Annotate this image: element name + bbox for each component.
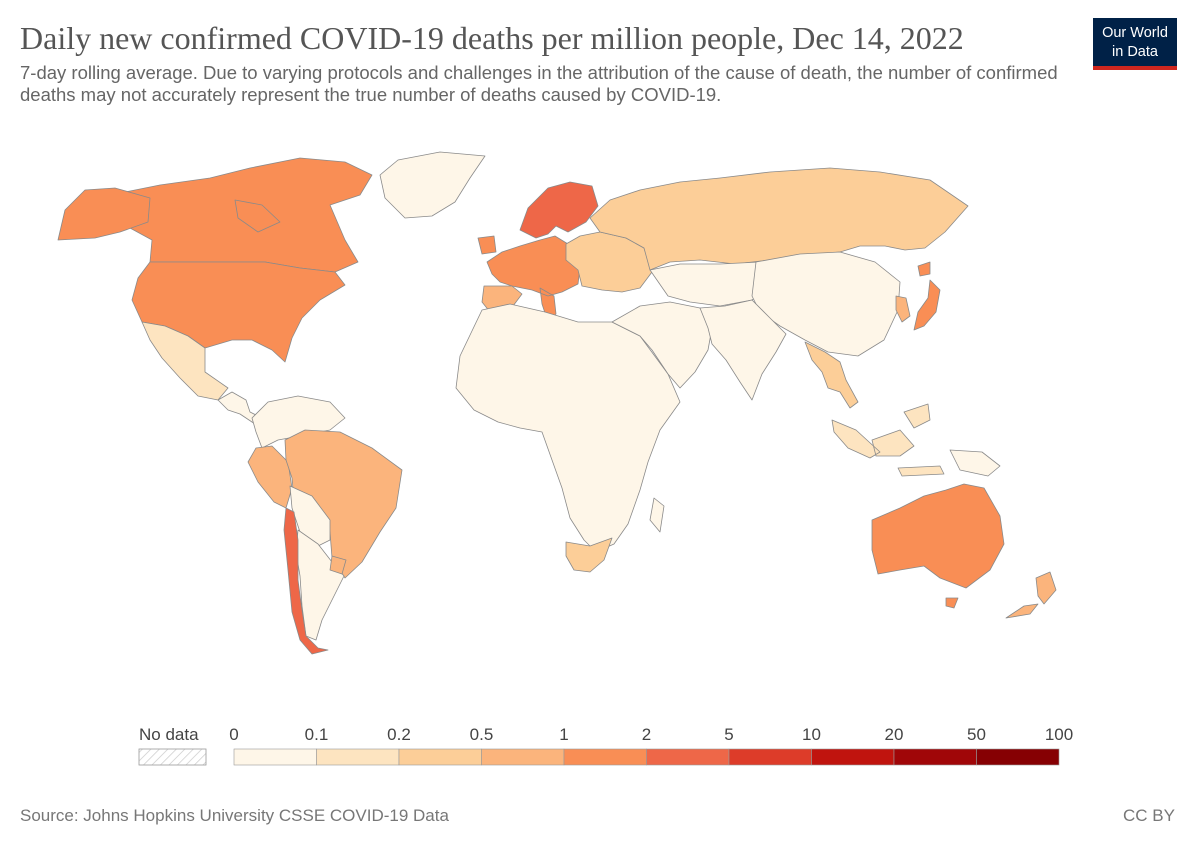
license-label[interactable]: CC BY	[1123, 806, 1175, 825]
legend-tick-label: 20	[885, 725, 904, 744]
logo-line-2: in Data	[1112, 44, 1158, 60]
country-middle-east[interactable]	[611, 301, 713, 389]
legend-bin-2[interactable]	[398, 748, 482, 766]
chart-title: Daily new confirmed COVID-19 deaths per …	[20, 20, 964, 56]
country-southeast-asia[interactable]	[804, 341, 859, 409]
country-greenland[interactable]	[379, 151, 486, 219]
legend-tick-label: 50	[967, 725, 986, 744]
country-indonesia[interactable]	[831, 403, 945, 477]
source-note[interactable]: Source: Johns Hopkins University CSSE CO…	[20, 806, 449, 825]
country-papua-new-guinea[interactable]	[949, 449, 1001, 477]
legend-tick-label: 0.5	[470, 725, 494, 744]
country-chile[interactable]	[283, 507, 329, 655]
legend-bin-5[interactable]	[646, 748, 730, 766]
legend-no-data-swatch	[138, 748, 207, 766]
country-colombia-venezuela[interactable]	[251, 395, 346, 449]
legend-tick-label: 0.1	[305, 725, 329, 744]
legend-tick-label: 0.2	[387, 725, 411, 744]
country-russia[interactable]	[589, 167, 969, 271]
country-australia[interactable]	[871, 483, 1005, 609]
legend-bin-4[interactable]	[563, 748, 647, 766]
legend-bin-6[interactable]	[728, 748, 812, 766]
legend-tick-label-end: 100	[1045, 725, 1073, 744]
legend-tick-label: 1	[559, 725, 568, 744]
owid-logo[interactable]: Our World in Data	[1093, 18, 1177, 70]
logo-line-1: Our World	[1102, 25, 1168, 41]
country-japan[interactable]	[913, 261, 941, 331]
country-mexico[interactable]	[141, 321, 229, 401]
country-uruguay[interactable]	[329, 555, 347, 575]
legend-tick-label: 10	[802, 725, 821, 744]
legend-bin-3[interactable]	[481, 748, 565, 766]
country-scandinavia[interactable]	[519, 181, 599, 239]
legend-bin-8[interactable]	[893, 748, 977, 766]
world-map[interactable]	[0, 130, 1200, 670]
country-india-south-asia[interactable]	[699, 299, 787, 401]
legend-bin-1[interactable]	[316, 748, 400, 766]
legend-tick-label: 0	[229, 725, 238, 744]
map-legend: No data 0 0.1 0.2 0.5 1 2 5 10 20 50 100	[138, 725, 1073, 766]
legend-tick-label: 2	[642, 725, 651, 744]
country-canada[interactable]	[69, 157, 373, 273]
legend-no-data-label: No data	[139, 725, 199, 744]
country-argentina[interactable]	[295, 529, 345, 641]
legend-bin-9[interactable]	[976, 748, 1060, 766]
legend-bin-7[interactable]	[811, 748, 895, 766]
country-south-africa[interactable]	[565, 537, 613, 573]
country-western-europe[interactable]	[477, 235, 581, 323]
legend-bin-0[interactable]	[233, 748, 317, 766]
legend-tick-label: 5	[724, 725, 733, 744]
country-alaska[interactable]	[57, 187, 151, 241]
chart-subtitle: 7-day rolling average. Due to varying pr…	[20, 62, 1058, 105]
country-africa[interactable]	[455, 303, 681, 553]
country-new-zealand[interactable]	[1005, 571, 1057, 619]
country-korea[interactable]	[895, 295, 911, 323]
